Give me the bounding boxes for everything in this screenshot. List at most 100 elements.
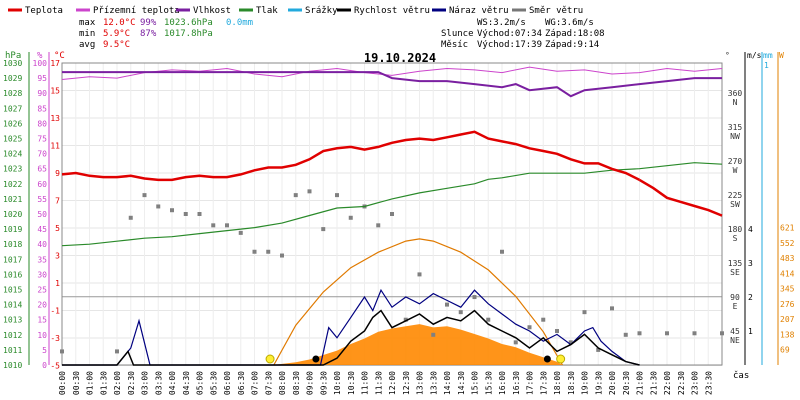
c-tick-label: 11 xyxy=(50,142,60,151)
wind-direction-point xyxy=(156,204,161,209)
c-tick-label: 17 xyxy=(50,59,60,68)
time-tick-label: 10:30 xyxy=(347,371,356,395)
time-tick-label: 04:00 xyxy=(168,371,177,395)
time-tick-label: 19:30 xyxy=(594,371,603,395)
wind-direction-point xyxy=(170,208,174,213)
time-tick-label: 21:00 xyxy=(636,371,645,395)
time-tick-label: 22:00 xyxy=(663,371,672,395)
wind-direction-point xyxy=(280,253,284,258)
time-tick-label: 12:00 xyxy=(388,371,397,395)
time-tick-label: 11:30 xyxy=(374,371,383,395)
wind-direction-point xyxy=(500,249,504,254)
pct-tick-label: 65 xyxy=(37,165,47,174)
time-tick-label: 05:00 xyxy=(196,371,205,395)
hpa-tick-label: 1013 xyxy=(3,316,22,325)
stats-temp-1: 12.0°C xyxy=(103,18,136,28)
solar-radiation-area xyxy=(273,324,563,365)
time-tick-label: 20:00 xyxy=(608,371,617,395)
time-tick-label: 01:30 xyxy=(99,371,108,395)
axis-title-deg: ° xyxy=(725,51,730,60)
dir-tick-deg: 90 xyxy=(730,293,740,302)
time-tick-label: 10:00 xyxy=(333,371,342,395)
legend-label-6: Rychlost větru xyxy=(354,6,430,16)
time-tick-label: 12:30 xyxy=(402,371,411,395)
w-tick-label: 276 xyxy=(780,300,795,309)
c-tick-label: 1 xyxy=(55,279,60,288)
pct-tick-label: 50 xyxy=(37,210,47,219)
stats-temp-3: 9.5°C xyxy=(103,40,130,50)
axis-title-pct: % xyxy=(37,51,43,61)
hpa-tick-label: 1029 xyxy=(3,74,22,83)
stats-rain-1: 0.0mm xyxy=(226,18,253,28)
c-tick-label: -5 xyxy=(50,362,60,371)
time-tick-label: 03:00 xyxy=(141,371,150,395)
dir-tick-label: N xyxy=(733,98,738,107)
dir-tick-deg: 315 xyxy=(728,123,743,132)
wind-direction-point xyxy=(348,215,353,220)
dir-tick-deg: 180 xyxy=(728,225,743,234)
info-sun-set: Západ:18:08 xyxy=(545,29,605,39)
wind-direction-point xyxy=(513,340,518,345)
pct-tick-label: 20 xyxy=(37,301,47,310)
wind-direction-point xyxy=(665,331,669,336)
wind-direction-point xyxy=(390,212,394,216)
ms-tick-label: 2 xyxy=(748,293,753,302)
axis-title-hpa: hPa xyxy=(5,51,21,61)
wind-speed-line xyxy=(62,309,640,366)
wind-direction-point xyxy=(486,317,491,322)
wind-direction-point xyxy=(637,331,642,336)
time-tick-label: 16:30 xyxy=(512,371,521,395)
time-tick-label: 23:00 xyxy=(691,371,700,395)
wind-direction-point xyxy=(211,223,216,228)
pct-tick-label: 35 xyxy=(37,255,47,264)
stats-pressure-1: 1023.6hPa xyxy=(164,18,213,28)
time-tick-label: 18:30 xyxy=(567,371,576,395)
pct-tick-label: 90 xyxy=(37,89,47,98)
time-tick-label: 17:00 xyxy=(526,371,535,395)
time-tick-label: 19:00 xyxy=(581,371,590,395)
ms-tick-label: 1 xyxy=(748,327,753,336)
dir-tick-label: S xyxy=(733,234,738,243)
info-sun-rise: Východ:07:34 xyxy=(477,29,542,39)
hpa-tick-label: 1023 xyxy=(3,165,22,174)
dir-tick-label: NE xyxy=(730,336,740,345)
axis-title-w: W xyxy=(779,51,784,60)
c-tick-label: 13 xyxy=(50,114,60,123)
wind-direction-point xyxy=(335,193,339,198)
wind-direction-point xyxy=(431,332,436,337)
info-wg: WG:3.6m/s xyxy=(545,18,594,28)
hpa-tick-label: 1011 xyxy=(3,346,22,355)
info-moon-label: Měsíc xyxy=(441,40,468,50)
time-tick-label: 08:30 xyxy=(292,371,301,395)
time-tick-label: 00:00 xyxy=(58,371,67,395)
wind-direction-point xyxy=(568,340,573,345)
pct-tick-label: 10 xyxy=(37,331,47,340)
temperature-line-tail xyxy=(638,178,723,217)
wind-direction-point xyxy=(60,349,64,354)
hpa-tick-label: 1019 xyxy=(3,225,22,234)
time-tick-label: 02:00 xyxy=(113,371,122,395)
mm-tick-label: 1 xyxy=(764,61,769,70)
c-tick-label: 3 xyxy=(55,252,60,261)
wind-direction-point xyxy=(376,223,381,228)
wind-direction-point xyxy=(610,306,614,311)
wind-direction-point xyxy=(403,317,408,322)
w-tick-label: 345 xyxy=(780,285,795,294)
wind-direction-point xyxy=(266,249,271,254)
time-tick-label: 14:30 xyxy=(457,371,466,395)
wind-direction-point xyxy=(458,310,463,315)
hpa-tick-label: 1028 xyxy=(3,89,22,98)
pct-tick-label: 15 xyxy=(37,316,47,325)
moon-marker xyxy=(312,355,320,363)
time-tick-label: 16:00 xyxy=(498,371,507,395)
pct-tick-label: 60 xyxy=(37,180,47,189)
time-tick-label: 03:30 xyxy=(154,371,163,395)
time-tick-label: 08:00 xyxy=(278,371,287,395)
chart-title: 19.10.2024 xyxy=(364,51,436,65)
pct-tick-label: 95 xyxy=(37,74,47,83)
pct-tick-label: 70 xyxy=(37,150,47,159)
stats-label-2: min xyxy=(79,29,95,39)
c-tick-label: 9 xyxy=(55,169,60,178)
time-tick-label: 15:30 xyxy=(484,371,493,395)
